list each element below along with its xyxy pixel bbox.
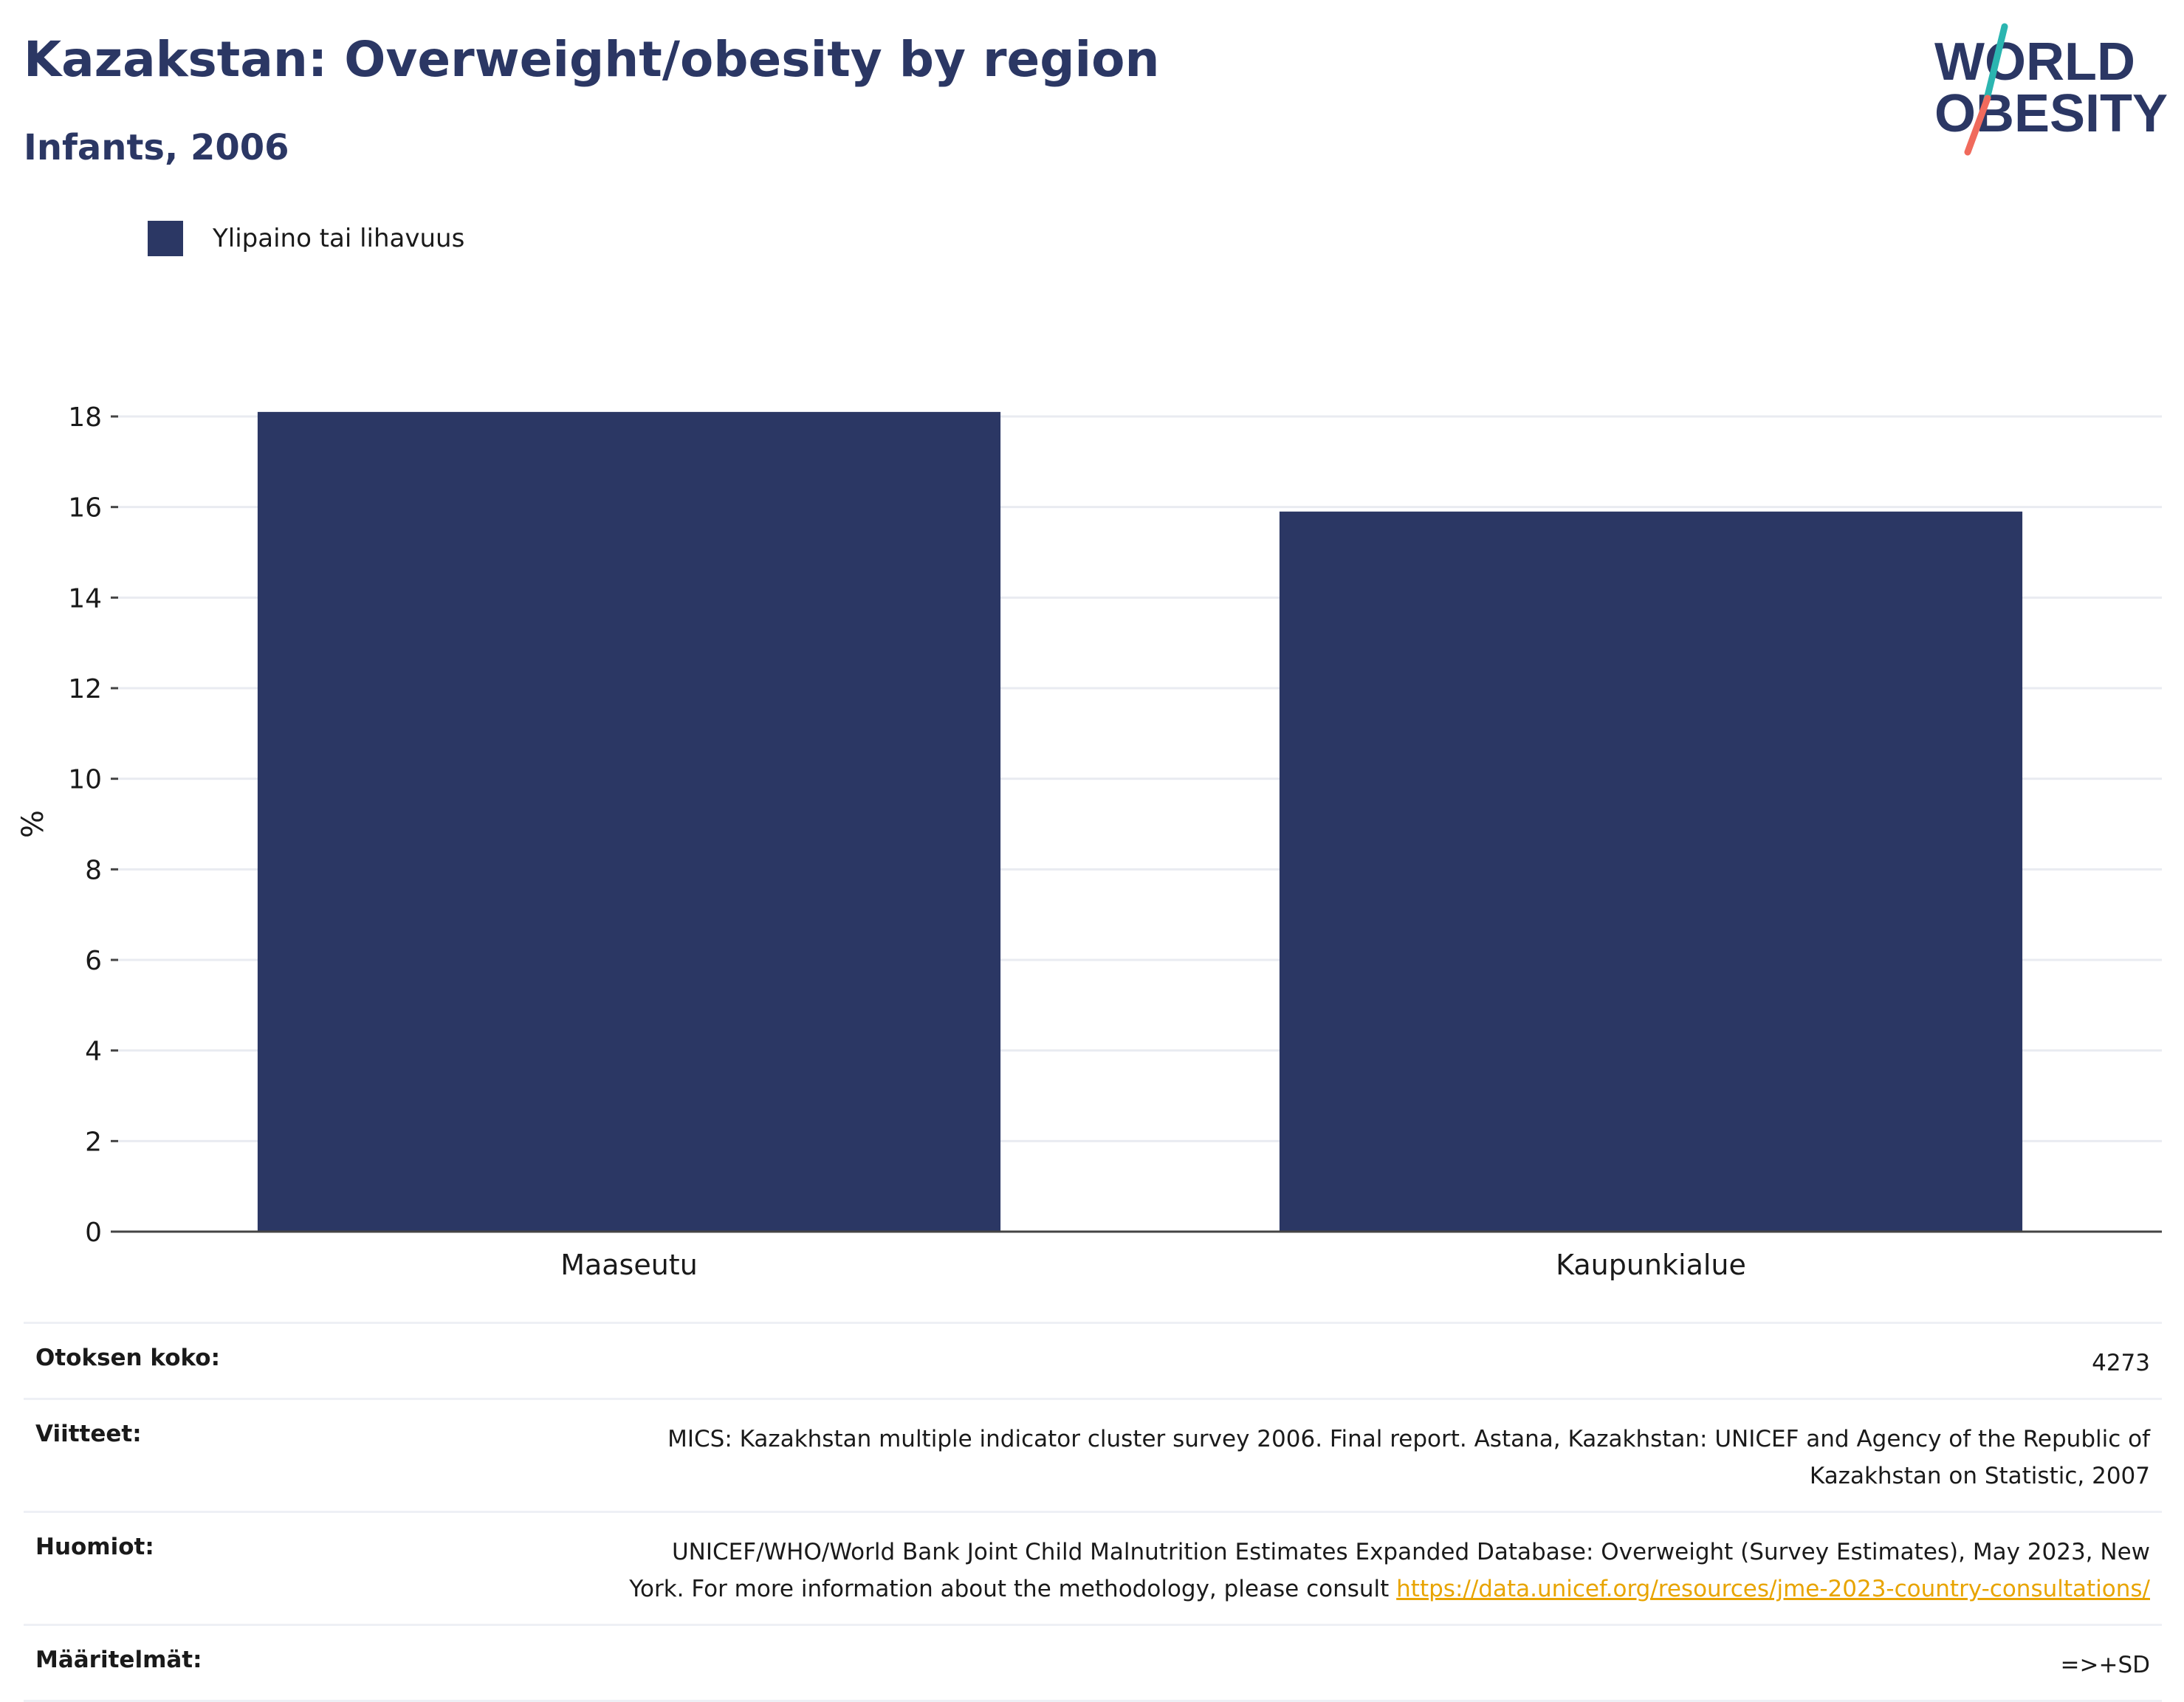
logo-slash-top bbox=[1982, 23, 2008, 106]
y-tick-label: 8 bbox=[85, 855, 102, 885]
meta-value: =>+SD bbox=[2060, 1652, 2150, 1678]
y-tick-label: 18 bbox=[68, 402, 102, 433]
y-tick-label: 14 bbox=[68, 583, 102, 614]
y-tick-label: 16 bbox=[68, 493, 102, 524]
meta-note-text: UNICEF/WHO/World Bank Joint Child Malnut… bbox=[629, 1539, 2150, 1602]
x-axis-ticks: Maaseutu Kaupunkialue bbox=[560, 1249, 1746, 1281]
meta-value: MICS: Kazakhstan multiple indicator clus… bbox=[667, 1426, 2150, 1489]
meta-key: Huomiot: bbox=[35, 1534, 154, 1560]
y-tick-label: 10 bbox=[68, 765, 102, 795]
y-tick-label: 0 bbox=[85, 1218, 102, 1248]
x-tick-label: Kaupunkialue bbox=[1556, 1249, 1746, 1281]
y-axis-label: % bbox=[16, 810, 50, 838]
chart-title: Kazakstan: Overweight/obesity by region bbox=[24, 31, 1160, 88]
y-tick-label: 12 bbox=[68, 674, 102, 704]
y-tick-label: 2 bbox=[85, 1127, 102, 1157]
meta-value: 4273 bbox=[2092, 1350, 2150, 1376]
bar-maaseutu[interactable] bbox=[257, 411, 1001, 1232]
bars bbox=[257, 411, 2023, 1232]
meta-key: Viitteet: bbox=[35, 1421, 142, 1447]
metadata-table: Otoksen koko: 4273 Viitteet: MICS: Kazak… bbox=[24, 1322, 2162, 1702]
legend-swatch bbox=[148, 221, 183, 256]
meta-key: Otoksen koko: bbox=[35, 1345, 220, 1371]
methodology-link[interactable]: https://data.unicef.org/resources/jme-20… bbox=[1396, 1576, 2150, 1602]
y-tick-label: 4 bbox=[85, 1037, 102, 1067]
meta-row-definitions: Määritelmät: =>+SD bbox=[24, 1624, 2162, 1702]
meta-row-notes: Huomiot: UNICEF/WHO/World Bank Joint Chi… bbox=[24, 1511, 2162, 1624]
legend-label: Ylipaino tai lihavuus bbox=[213, 224, 465, 253]
x-tick-label: Maaseutu bbox=[560, 1249, 698, 1281]
y-tick-label: 6 bbox=[85, 946, 102, 976]
world-obesity-logo: WORLD OBESITY bbox=[1934, 23, 2168, 156]
bar-kaupunkialue[interactable] bbox=[1279, 511, 2023, 1232]
meta-row-references: Viitteet: MICS: Kazakhstan multiple indi… bbox=[24, 1398, 2162, 1511]
bar-chart: 0 2 4 6 8 10 12 14 16 18 Maaseutu Kaupunkialue % bbox=[16, 402, 2162, 1281]
meta-row-sample-size: Otoksen koko: 4273 bbox=[24, 1322, 2162, 1398]
meta-key: Määritelmät: bbox=[35, 1647, 202, 1673]
y-axis-ticks: 0 2 4 6 8 10 12 14 16 18 bbox=[68, 402, 118, 1248]
chart-subtitle: Infants, 2006 bbox=[24, 127, 289, 168]
chart-legend[interactable]: Ylipaino tai lihavuus bbox=[148, 220, 464, 257]
logo-line1: WORLD bbox=[1934, 32, 2135, 92]
logo-slash-bottom bbox=[1964, 95, 1991, 156]
meta-value: UNICEF/WHO/World Bank Joint Child Malnut… bbox=[614, 1534, 2150, 1607]
